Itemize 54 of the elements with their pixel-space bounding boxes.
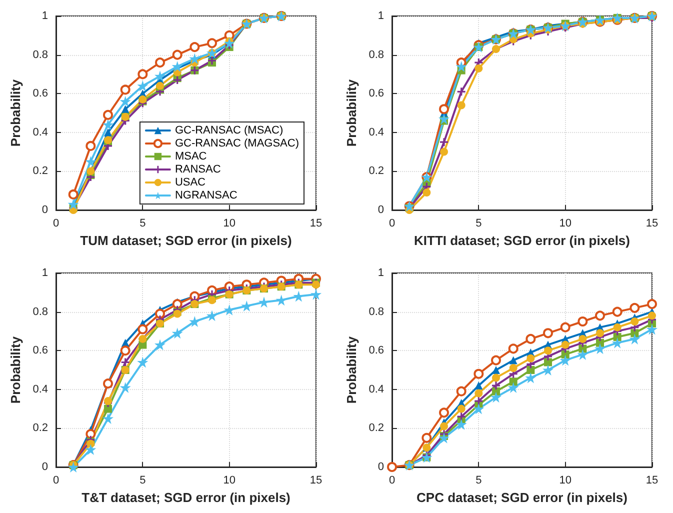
y-tick-label: 0	[378, 460, 384, 472]
x-tick-label: 10	[559, 218, 572, 230]
y-tick-label: 0.4	[368, 382, 384, 395]
y-tick-label: 0.4	[32, 126, 48, 138]
x-tick-label: 10	[223, 474, 236, 486]
x-tick-label: 5	[140, 218, 146, 230]
y-tick-label: 0.8	[32, 305, 48, 318]
y-tick-label: 0.2	[32, 165, 48, 178]
x-tick-label: 0	[388, 474, 396, 486]
legend-label: NGRANSAC	[174, 190, 238, 202]
y-tick-label: 0	[42, 204, 48, 216]
y-tick-label: 1	[42, 10, 48, 22]
y-axis-title: Probability	[344, 78, 359, 147]
x-tick-label: 5	[476, 474, 482, 486]
x-axis-title: KITTI dataset; SGD error (in pixels)	[414, 232, 630, 248]
y-tick-label: 0.2	[32, 422, 48, 434]
legend-label: RANSAC	[174, 164, 221, 176]
y-tick-label: 0	[42, 460, 48, 472]
y-tick-label: 0.8	[368, 48, 384, 61]
x-tick-label: 10	[223, 218, 236, 230]
x-tick-label: 5	[476, 218, 482, 230]
y-tick-label: 0.6	[368, 88, 384, 100]
y-tick-label: 0.4	[32, 382, 48, 395]
x-axis-title: TUM dataset; SGD error (in pixels)	[80, 232, 292, 248]
legend-label: USAC	[174, 176, 206, 188]
y-tick-label: 0.8	[368, 305, 384, 318]
x-tick-label: 5	[140, 474, 146, 486]
y-tick-label: 0.6	[368, 344, 384, 356]
x-tick-label: 15	[310, 218, 322, 230]
x-axis-title: CPC dataset; SGD error (in pixels)	[416, 489, 628, 504]
x-tick-label: 0	[52, 474, 60, 486]
x-axis-title: T&T dataset; SGD error (in pixels)	[82, 489, 290, 504]
y-tick-label: 0.2	[368, 422, 384, 434]
y-tick-label: 0	[378, 204, 384, 216]
legend-label: GC-RANSAC (MSAC)	[174, 124, 284, 136]
y-tick-label: 0.6	[32, 344, 48, 356]
x-tick-label: 15	[646, 218, 658, 230]
x-tick-label: 0	[388, 218, 396, 230]
y-tick-label: 0.8	[32, 48, 48, 61]
y-tick-label: 0.6	[32, 88, 48, 100]
y-axis-title: Probability	[344, 335, 359, 404]
x-tick-label: 15	[646, 474, 658, 486]
legend-label: GC-RANSAC (MAGSAC)	[174, 138, 299, 150]
y-axis-title: Probability	[8, 335, 23, 404]
x-tick-label: 10	[559, 474, 572, 486]
y-tick-label: 1	[42, 266, 48, 278]
y-tick-label: 1	[378, 266, 384, 278]
legend-label: MSAC	[174, 150, 207, 162]
y-tick-label: 0.2	[368, 165, 384, 178]
x-tick-label: 0	[52, 218, 60, 230]
x-tick-label: 15	[310, 474, 322, 486]
y-tick-label: 0.4	[368, 126, 384, 138]
y-axis-title: Probability	[8, 78, 23, 147]
y-tick-label: 1	[378, 10, 384, 22]
